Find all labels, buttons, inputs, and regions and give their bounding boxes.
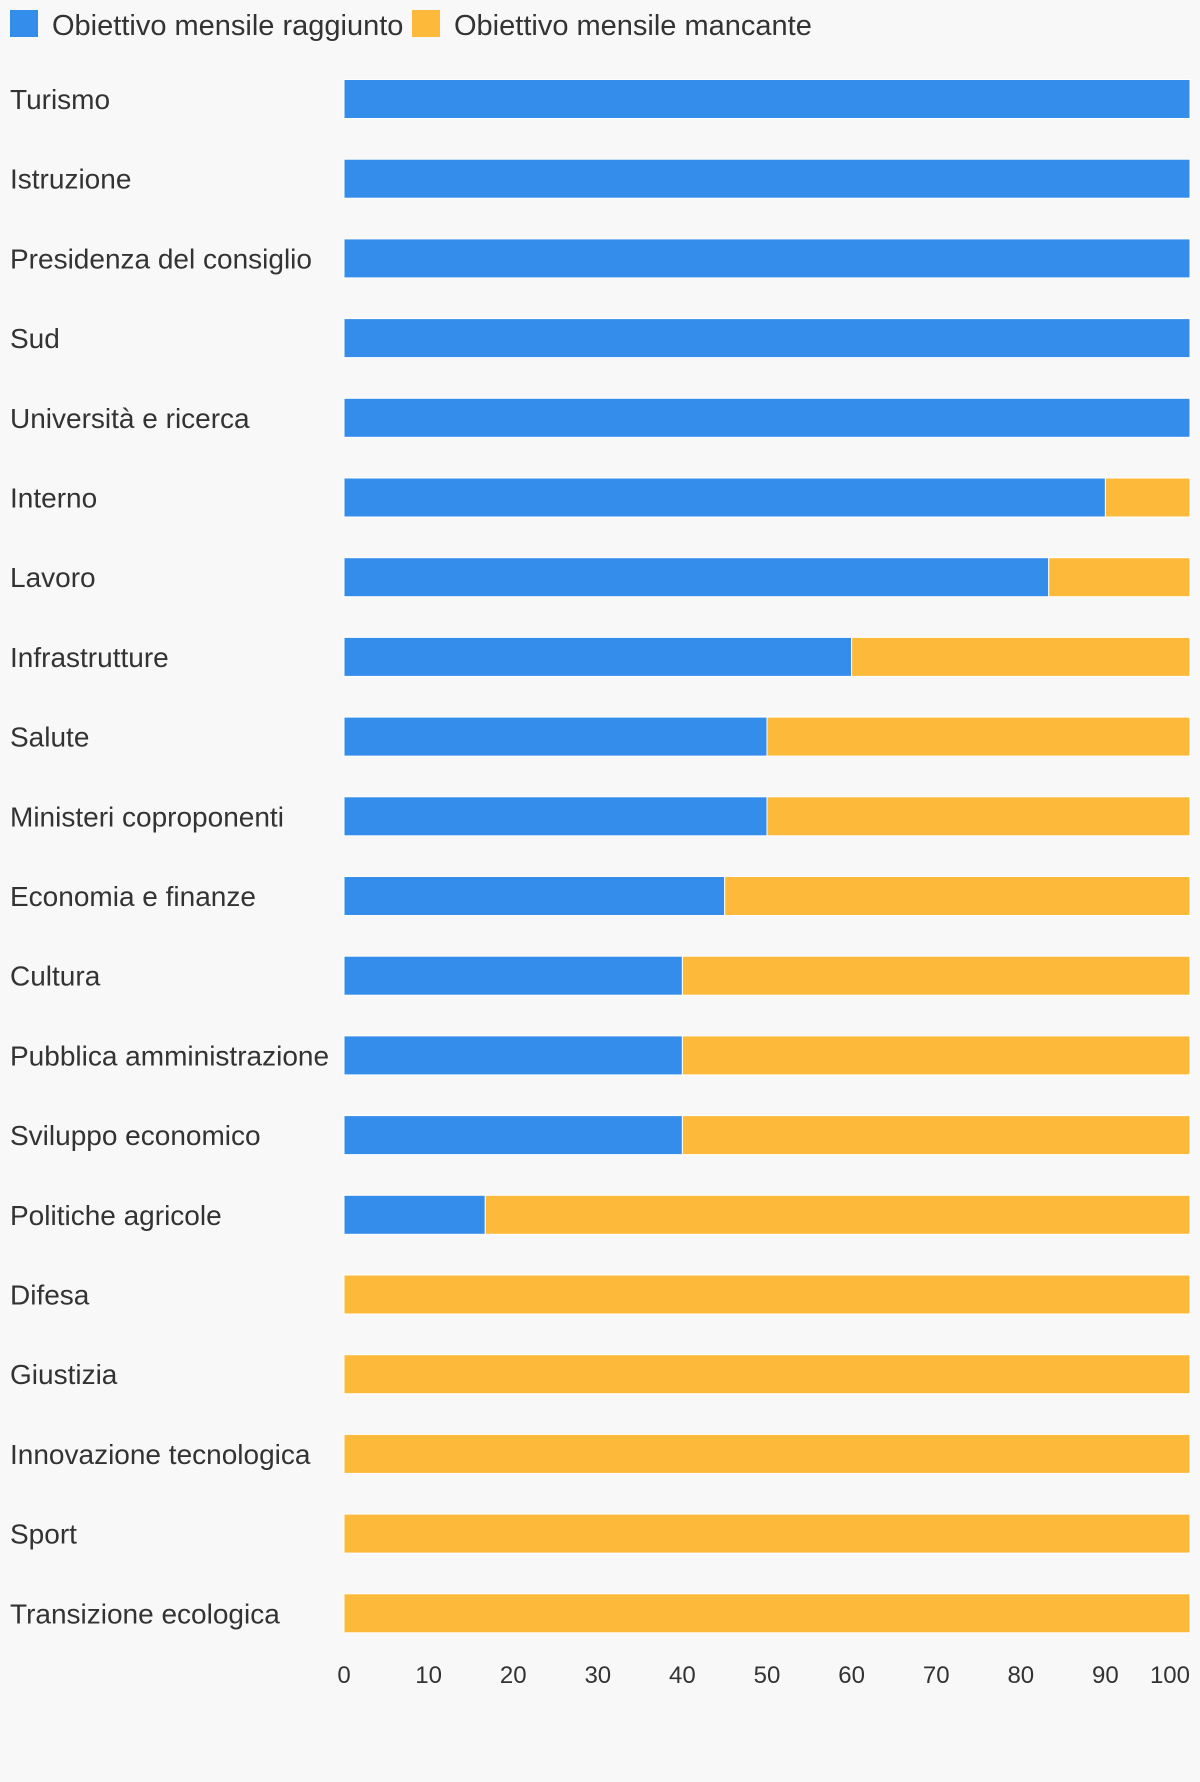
bar-segment-series-1: [343, 318, 1191, 359]
x-tick-label: 0: [337, 1662, 350, 1689]
category-label: Pubblica amministrazione: [10, 1040, 329, 1071]
category-label: Sviluppo economico: [10, 1120, 261, 1151]
plot-area: [343, 79, 1191, 1634]
bar-segment-series-1: [343, 238, 1191, 279]
legend: Obiettivo mensile raggiunto Obiettivo men…: [10, 10, 812, 42]
x-tick-label: 30: [584, 1662, 611, 1689]
bar-segment-series-1: [343, 477, 1106, 518]
bar-segment-series-2: [851, 636, 1191, 677]
bar-segment-series-2: [484, 1194, 1191, 1235]
x-tick-label: 10: [415, 1662, 442, 1689]
bar-segment-series-1: [343, 557, 1050, 598]
category-label: Difesa: [10, 1280, 90, 1311]
bar-segment-series-1: [343, 636, 853, 677]
legend-label-1: Obiettivo mensile raggiunto: [52, 10, 403, 42]
x-tick-label: 50: [754, 1662, 781, 1689]
legend-swatch-1: [10, 10, 38, 37]
bar-segment-series-1: [343, 1194, 486, 1235]
category-labels: Turismo Istruzione Presidenza del consigli…: [10, 84, 329, 1629]
bar-segment-series-2: [343, 1433, 1191, 1474]
category-label: Università e ricerca: [10, 403, 250, 434]
category-label: Interno: [10, 483, 97, 514]
bar-segment-series-1: [343, 955, 683, 996]
category-label: Politiche agricole: [10, 1200, 222, 1231]
bar-segment-series-2: [766, 716, 1191, 757]
bar-segment-series-2: [343, 1513, 1191, 1554]
bar-segment-series-1: [343, 796, 768, 837]
bar-segment-series-1: [343, 79, 1191, 119]
x-tick-label: 100: [1150, 1662, 1190, 1689]
category-label: Cultura: [10, 961, 101, 992]
x-tick-label: 80: [1007, 1662, 1034, 1689]
bar-segment-series-2: [343, 1274, 1191, 1315]
bar-segment-series-2: [343, 1593, 1191, 1634]
category-label: Sud: [10, 323, 60, 354]
bar-segment-series-1: [343, 1035, 683, 1076]
category-label: Sport: [10, 1519, 77, 1550]
bar-segment-series-2: [766, 796, 1191, 837]
x-axis: 0 10 20 30 40 50 60 70 80 90 100: [337, 1662, 1190, 1689]
legend-label-2: Obiettivo mensile mancante: [454, 10, 812, 42]
category-label: Innovazione tecnologica: [10, 1439, 311, 1470]
bar-segment-series-1: [343, 716, 768, 757]
category-label: Turismo: [10, 84, 110, 115]
category-label: Infrastrutture: [10, 642, 169, 673]
category-label: Giustizia: [10, 1359, 118, 1390]
x-tick-label: 70: [923, 1662, 950, 1689]
bar-segment-series-2: [343, 1354, 1191, 1395]
x-tick-label: 40: [669, 1662, 696, 1689]
category-label: Istruzione: [10, 164, 131, 195]
bar-segment-series-2: [681, 955, 1191, 996]
bar-segment-series-1: [343, 876, 726, 916]
legend-swatch-2: [412, 10, 440, 37]
bar-segment-series-2: [724, 876, 1191, 916]
category-label: Transizione ecologica: [10, 1598, 280, 1629]
category-label: Salute: [10, 722, 89, 753]
bar-segment-series-1: [343, 397, 1191, 438]
category-label: Lavoro: [10, 562, 96, 593]
category-label: Ministeri coproponenti: [10, 801, 284, 832]
x-tick-label: 20: [500, 1662, 527, 1689]
bar-segment-series-2: [681, 1115, 1191, 1156]
category-label: Economia e finanze: [10, 881, 256, 912]
x-tick-label: 90: [1092, 1662, 1119, 1689]
category-label: Presidenza del consiglio: [10, 243, 312, 274]
bar-segment-series-1: [343, 158, 1191, 199]
x-tick-label: 60: [838, 1662, 865, 1689]
bar-segment-series-2: [1104, 477, 1191, 518]
bar-segment-series-2: [681, 1035, 1191, 1076]
bar-segment-series-1: [343, 1115, 683, 1156]
bar-segment-series-2: [1048, 557, 1191, 598]
